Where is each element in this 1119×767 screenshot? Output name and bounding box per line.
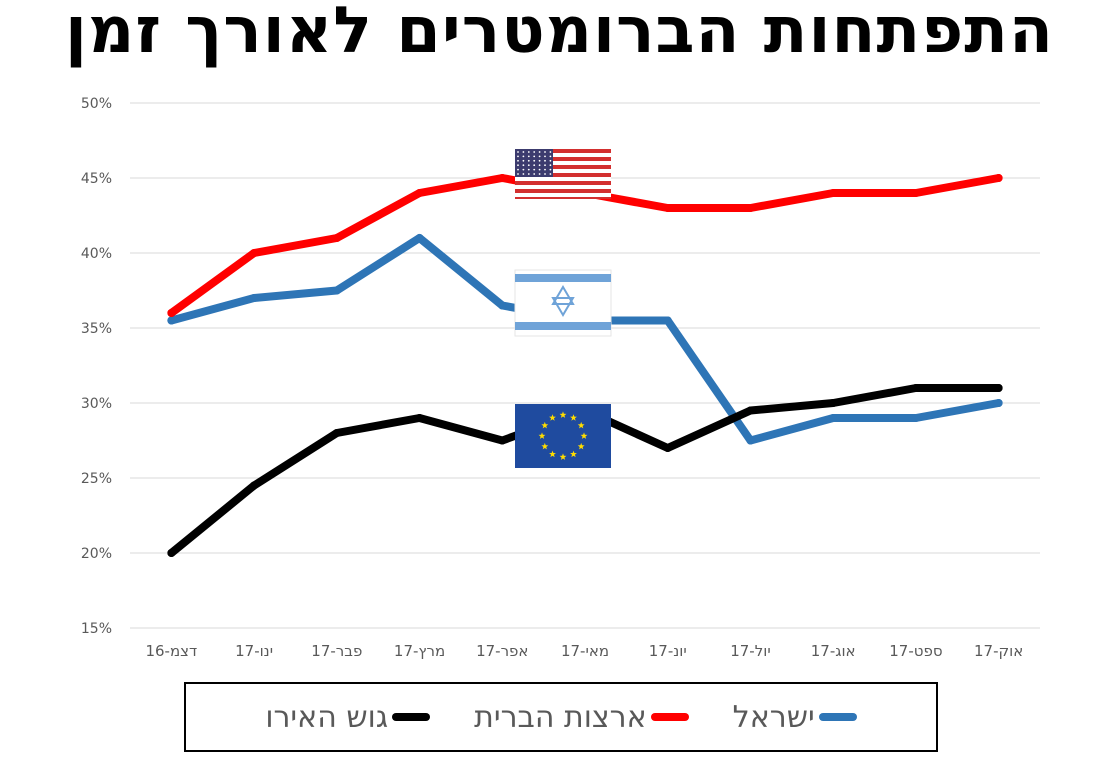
data-point [167,309,176,317]
y-tick-label: 20% [81,546,112,562]
data-point [498,174,507,182]
data-point [332,286,341,295]
data-point [994,174,1003,182]
legend-label-eurozone: גוש האירו [265,699,389,735]
legend-item-israel: ישראל [733,700,857,735]
data-point [829,189,838,197]
data-point [250,294,259,302]
y-tick-label: 50% [81,96,112,112]
data-point [167,549,176,557]
y-tick-label: 35% [81,321,112,337]
data-point [911,384,920,392]
data-point [663,316,672,325]
legend-label-israel: ישראל [732,699,815,735]
chart-legend: ישראל ארצות הברית גוש האירו [184,682,938,752]
x-axis-ticks: דצמ-16 ינו-17 פבר-17 מרץ-17 אפר-17 מאי-17 יונ-… [145,642,1023,660]
israel-flag-icon [514,269,612,337]
x-tick-label: אוק-17 [974,642,1023,660]
y-axis-ticks: 50% 45% 40% 35% 30% 25% 20% 15% [81,96,112,637]
data-point [167,316,176,325]
y-tick-label: 25% [81,471,112,487]
legend-swatch-eurozone [392,713,431,721]
legend-swatch-usa [650,713,689,721]
data-point [829,414,838,422]
data-point [994,399,1003,407]
legend-swatch-israel [818,713,857,721]
eu-flag-icon [515,404,611,468]
data-point [663,204,672,212]
data-point [829,399,838,407]
data-point [250,249,259,257]
data-point [332,234,341,242]
data-point [746,436,755,445]
x-tick-label: יונ-17 [649,642,687,660]
data-point [332,429,341,437]
x-tick-label: ינו-17 [235,642,273,660]
data-point [911,189,920,197]
x-tick-label: מרץ-17 [394,642,445,660]
line-chart: 50% 45% 40% 35% 30% 25% 20% 15% דצמ-16 ינו-17 פבר… [81,96,1040,660]
data-point [498,436,507,445]
data-point [415,189,424,197]
data-point [663,444,672,452]
chart-title: התפתחות הברומטרים לאורך זמן [65,0,1054,68]
legend-item-eurozone: גוש האירו [265,699,431,735]
series-lines [167,174,1003,557]
data-point [911,414,920,422]
legend-label-usa: ארצות הברית [474,699,647,735]
data-point [250,481,259,490]
y-tick-label: 15% [81,621,112,637]
y-tick-label: 30% [81,396,112,412]
x-tick-label: דצמ-16 [145,642,197,660]
x-tick-label: פבר-17 [311,642,362,660]
x-tick-label: מאי-17 [561,642,609,660]
y-tick-label: 40% [81,246,112,262]
x-tick-label: ספט-17 [889,642,942,660]
data-point [746,406,755,415]
x-tick-label: אוג-17 [811,642,856,660]
y-tick-label: 45% [81,171,112,187]
data-point [498,301,507,310]
data-point [746,204,755,212]
legend-item-usa: ארצות הברית [474,700,689,735]
data-point [994,384,1003,392]
x-tick-label: אפר-17 [476,642,528,660]
x-tick-label: יול-17 [730,642,770,660]
usa-flag-icon [515,149,611,199]
data-point [415,234,424,242]
data-point [415,414,424,422]
